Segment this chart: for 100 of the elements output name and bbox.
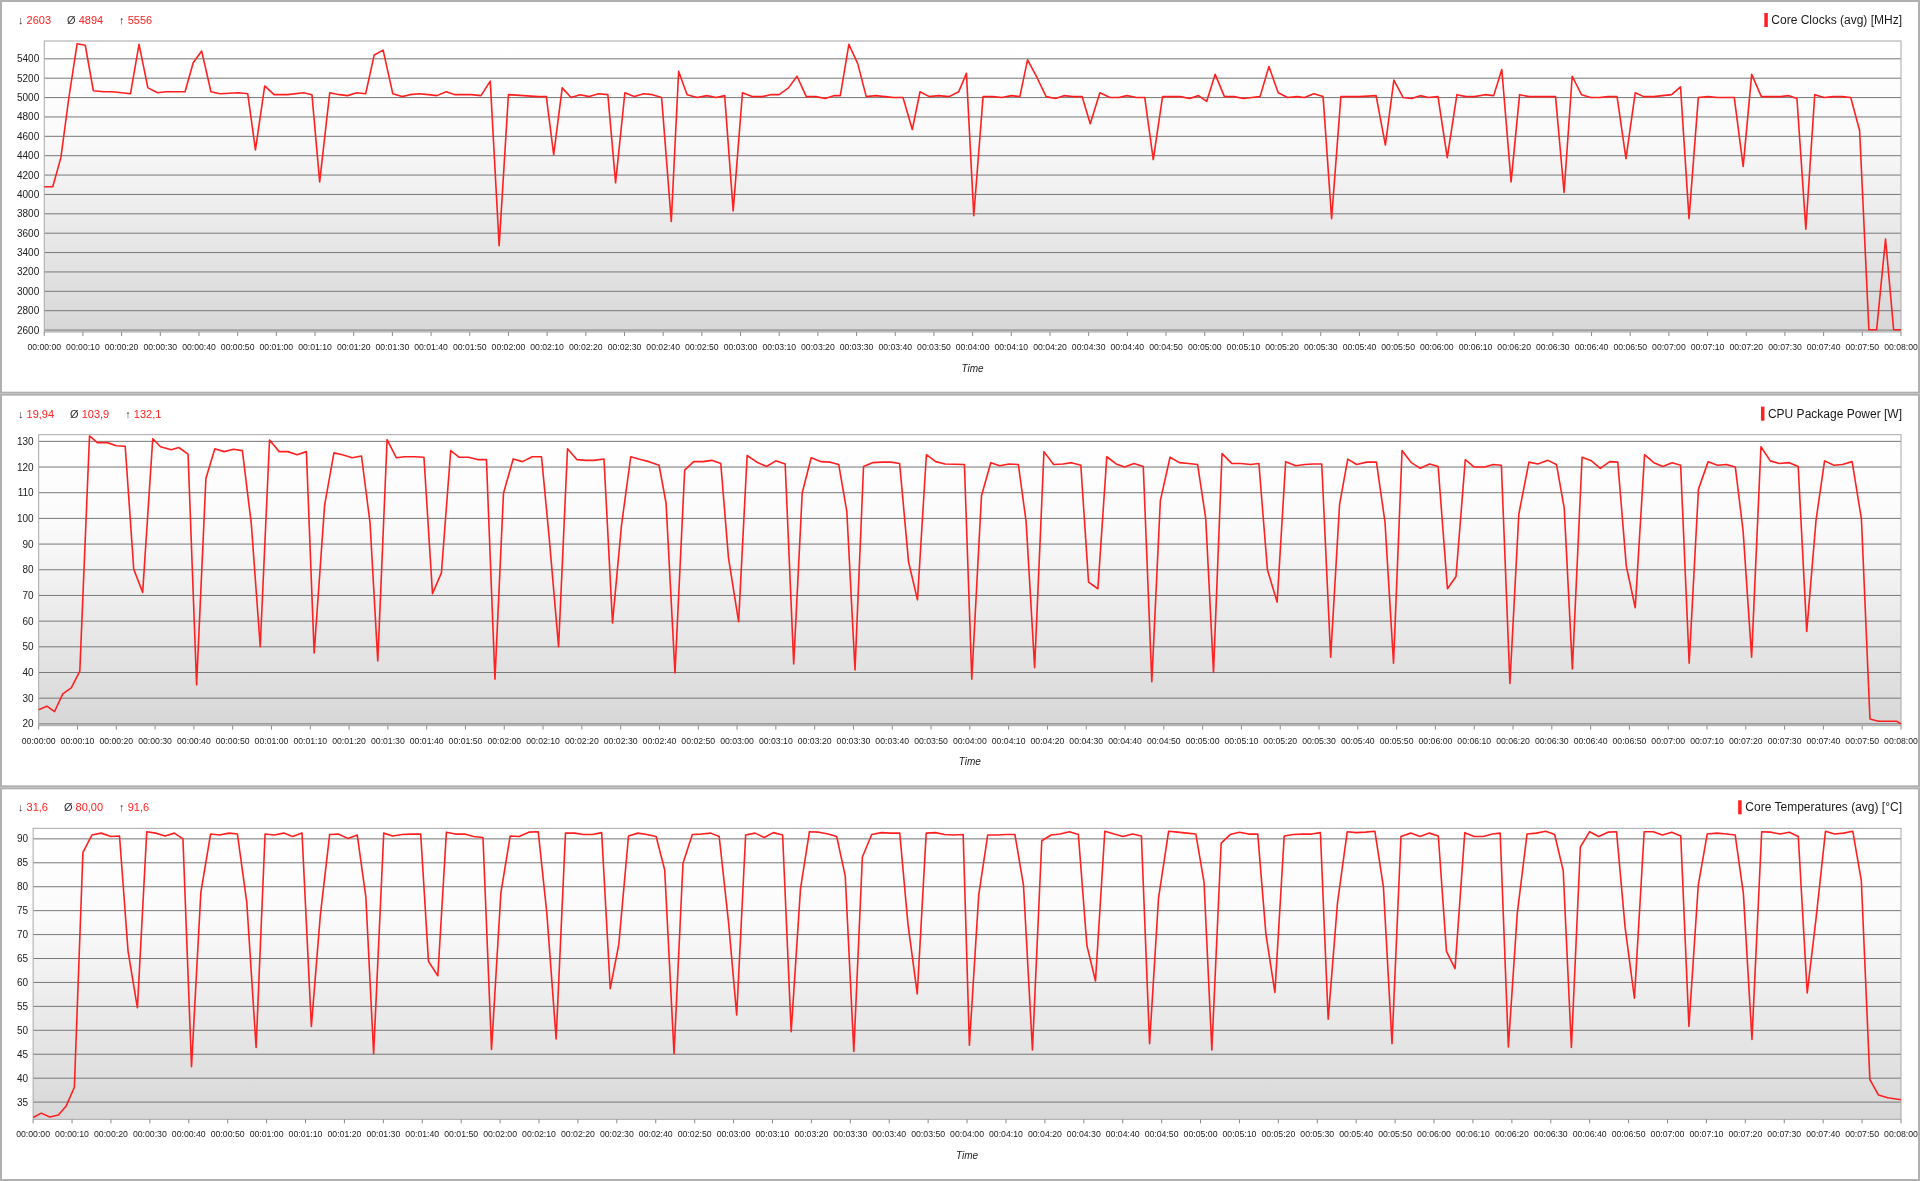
x-tick-label: 00:04:00 <box>952 735 987 746</box>
text: ↑ 91,6 <box>119 801 150 814</box>
x-tick-label: 00:08:00 <box>1884 735 1919 746</box>
x-tick-label: 00:07:20 <box>1729 342 1764 352</box>
x-tick-label: 00:07:10 <box>1690 342 1725 352</box>
y-tick-label: 90 <box>22 538 35 550</box>
x-tick-label: 00:05:20 <box>1261 1129 1296 1140</box>
y-tick-label: 110 <box>17 487 35 499</box>
y-tick-label: 100 <box>17 512 35 524</box>
x-tick-label: 00:01:40 <box>414 342 449 352</box>
text: ↑ 5556 <box>119 14 153 26</box>
x-tick-label: 00:00:20 <box>94 1129 129 1140</box>
x-tick-label: 00:04:20 <box>1027 1129 1062 1140</box>
x-tick-label: 00:06:00 <box>1417 1129 1452 1140</box>
x-tick-label: 00:07:00 <box>1652 342 1686 352</box>
x-tick-label: 00:03:30 <box>836 735 871 746</box>
x-tick-label: 00:02:00 <box>483 1129 518 1140</box>
y-tick-label: 50 <box>22 641 35 653</box>
x-tick-label: 00:03:10 <box>755 1129 790 1140</box>
x-tick-label: 00:00:10 <box>60 735 95 746</box>
x-tick-label: 00:03:40 <box>872 1129 907 1140</box>
x-tick-label: 00:00:10 <box>55 1129 90 1140</box>
y-tick-label: 85 <box>17 857 29 869</box>
x-tick-label: 00:00:20 <box>99 735 134 746</box>
y-tick-label: 35 <box>17 1096 29 1108</box>
x-tick-label: 00:01:40 <box>405 1129 440 1140</box>
x-tick-label: 00:06:10 <box>1457 735 1492 746</box>
x-tick-label: 00:00:00 <box>21 735 56 746</box>
x-tick-label: 00:05:10 <box>1226 342 1261 352</box>
y-tick-label: 4200 <box>17 169 40 181</box>
x-tick-label: 00:05:40 <box>1340 735 1375 746</box>
x-tick-label: 00:03:50 <box>917 342 951 352</box>
x-tick-label: 00:06:00 <box>1418 735 1453 746</box>
text: Ø 103,9 <box>70 407 110 420</box>
x-tick-label: 00:05:30 <box>1303 342 1338 352</box>
x-tick-label: 00:06:10 <box>1456 1129 1491 1140</box>
x-tick-label: 00:04:40 <box>1105 1129 1140 1140</box>
x-tick-label: 00:06:20 <box>1497 342 1532 352</box>
x-tick-label: 00:07:40 <box>1806 735 1841 746</box>
x-tick-label: 00:04:10 <box>994 342 1029 352</box>
x-tick-label: 00:03:30 <box>839 342 874 352</box>
x-tick-label: 00:02:50 <box>677 1129 712 1140</box>
x-tick-label: 00:00:40 <box>176 735 211 746</box>
y-tick-label: 120 <box>17 461 35 473</box>
x-tick-label: 00:04:30 <box>1069 735 1104 746</box>
x-tick-label: 00:06:30 <box>1536 342 1570 352</box>
x-tick-label: 00:00:00 <box>27 342 62 352</box>
x-tick-label: 00:04:30 <box>1071 342 1106 352</box>
x-tick-label: 00:02:20 <box>568 342 603 352</box>
x-tick-label: 00:00:30 <box>138 735 173 746</box>
x-tick-label: 00:07:50 <box>1845 1129 1880 1140</box>
x-tick-label: 00:02:30 <box>603 735 638 746</box>
x-tick-label: 00:00:40 <box>171 1129 206 1140</box>
y-tick-label: 2800 <box>17 305 40 317</box>
text: ↑ 132,1 <box>125 407 162 420</box>
x-tick-label: 00:01:10 <box>288 1129 323 1140</box>
x-tick-label: 00:05:20 <box>1263 735 1298 746</box>
x-axis-title: Time <box>958 756 982 768</box>
x-tick-label: 00:02:20 <box>564 735 599 746</box>
x-tick-label: 00:01:20 <box>332 735 367 746</box>
x-tick-label: 00:06:20 <box>1496 735 1531 746</box>
text: ↓ 19,94 <box>18 407 55 420</box>
x-tick-label: 00:04:20 <box>1033 342 1067 352</box>
y-tick-label: 4400 <box>17 150 40 162</box>
y-tick-label: 60 <box>17 976 29 988</box>
text: ↓ 31,6 <box>18 801 48 814</box>
x-tick-label: 00:04:20 <box>1030 735 1065 746</box>
y-tick-label: 45 <box>17 1048 29 1060</box>
x-tick-label: 00:05:00 <box>1185 735 1220 746</box>
x-tick-label: 00:06:40 <box>1574 342 1609 352</box>
x-tick-label: 00:07:40 <box>1806 342 1841 352</box>
x-tick-label: 00:07:40 <box>1806 1129 1841 1140</box>
x-tick-label: 00:05:50 <box>1379 735 1414 746</box>
x-tick-label: 00:04:50 <box>1146 735 1181 746</box>
x-tick-label: 00:00:30 <box>143 342 178 352</box>
x-tick-label: 00:03:20 <box>801 342 835 352</box>
x-tick-label: 00:02:30 <box>607 342 642 352</box>
y-tick-label: 70 <box>17 929 29 941</box>
x-tick-label: 00:03:50 <box>914 735 949 746</box>
x-tick-label: 00:06:40 <box>1572 1129 1607 1140</box>
y-tick-label: 2600 <box>17 324 40 336</box>
x-tick-label: 00:02:00 <box>491 342 526 352</box>
y-tick-label: 4800 <box>17 111 40 123</box>
x-tick-label: 00:04:40 <box>1108 735 1143 746</box>
x-tick-label: 00:01:30 <box>375 342 410 352</box>
x-tick-label: 00:03:40 <box>875 735 910 746</box>
x-tick-label: 00:05:40 <box>1339 1129 1374 1140</box>
x-tick-label: 00:04:50 <box>1149 342 1184 352</box>
x-tick-label: 00:04:40 <box>1110 342 1145 352</box>
x-tick-label: 00:02:30 <box>599 1129 634 1140</box>
y-tick-label: 70 <box>22 589 35 601</box>
text: Ø 80,00 <box>63 801 104 814</box>
legend-label: Core Clocks (avg) [MHz] <box>1771 13 1902 27</box>
x-tick-label: 00:02:40 <box>642 735 677 746</box>
x-tick-label: 00:03:10 <box>758 735 793 746</box>
y-tick-label: 4600 <box>17 130 40 142</box>
y-tick-label: 80 <box>22 564 35 576</box>
x-tick-label: 00:07:30 <box>1767 735 1802 746</box>
x-tick-label: 00:04:00 <box>950 1129 985 1140</box>
x-tick-label: 00:02:10 <box>522 1129 557 1140</box>
